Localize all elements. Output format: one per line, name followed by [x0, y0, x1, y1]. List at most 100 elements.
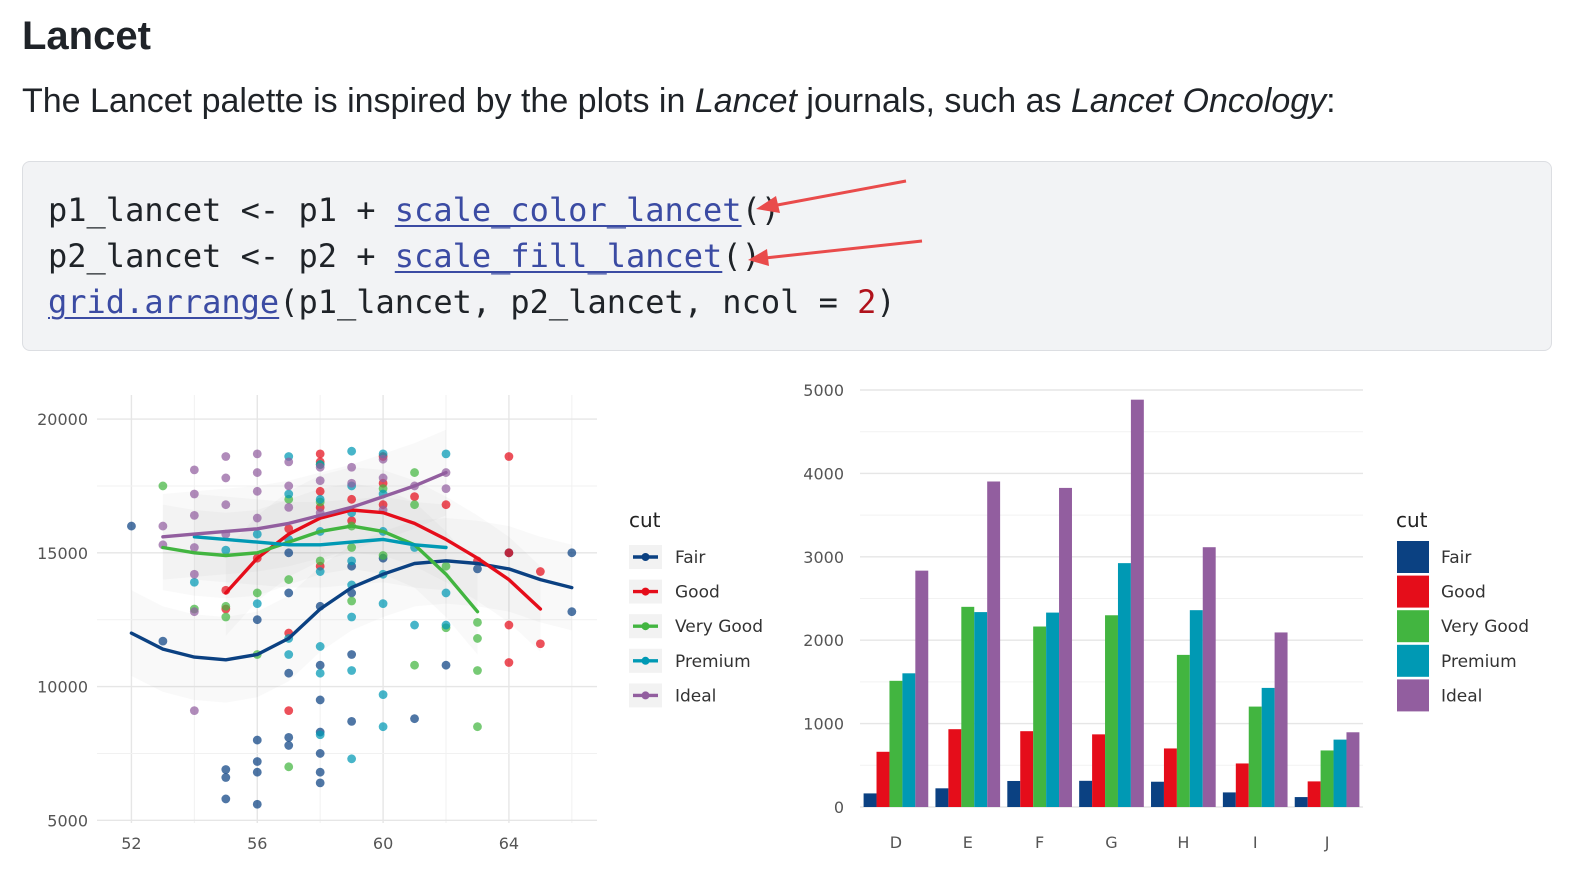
legend-swatch [1397, 541, 1429, 573]
legend-point [641, 587, 650, 596]
bar [1189, 610, 1203, 807]
bar [1235, 763, 1249, 807]
intro-emphasis-lancet-oncology: Lancet Oncology [1070, 82, 1327, 120]
scatter-point [441, 620, 451, 630]
code-line-1: p1_lancet <- p1 + scale_color_lancet() [48, 190, 780, 230]
scatter-point [221, 545, 231, 555]
scatter-point [535, 567, 545, 576]
bar [1261, 687, 1275, 807]
scatter-point [441, 500, 451, 510]
scatter-point [252, 735, 262, 745]
x-tick-label: 60 [373, 834, 393, 853]
bar [902, 673, 916, 807]
smooth-line [161, 524, 480, 614]
scatter-point [315, 486, 325, 496]
smooth-line [192, 535, 448, 550]
legend-swatch [1397, 679, 1429, 712]
scatter-point [315, 462, 325, 472]
scatter-point [378, 454, 388, 464]
bar [1176, 654, 1190, 807]
bar [948, 729, 962, 807]
scatter-point [441, 561, 451, 571]
scatter-point [284, 588, 294, 598]
intro-text-start: The Lancet palette is inspired by the pl… [22, 82, 695, 120]
x-tick-label: 56 [247, 834, 267, 853]
scatter-point [410, 492, 419, 502]
scatter-point [567, 607, 577, 617]
legend-title: cut [1396, 508, 1428, 532]
scatter-point [284, 650, 294, 659]
code-text: ) [876, 283, 896, 321]
scatter-point [473, 722, 482, 732]
smooth-line [129, 559, 574, 662]
scatter-point [189, 607, 199, 617]
bar [1117, 563, 1131, 807]
bar [1202, 547, 1216, 807]
bar [1346, 732, 1360, 807]
legend-label: Very Good [675, 617, 763, 637]
scatter-point [189, 706, 199, 716]
x-tick-label: 52 [121, 834, 141, 853]
code-text: p2_lancet <- p2 + [48, 237, 395, 275]
scatter-point [284, 524, 294, 534]
scatter-point [378, 722, 388, 732]
scatter-point [410, 714, 419, 724]
bar [1307, 781, 1321, 807]
scatter-point [410, 660, 419, 670]
scatter-point [315, 730, 325, 740]
legend-point [641, 622, 650, 631]
y-tick-label: 5000 [803, 381, 844, 400]
x-tick-label: G [1105, 833, 1117, 852]
scatter-point [315, 556, 325, 566]
legend-label: Very Good [1441, 617, 1529, 637]
scatter-point [158, 521, 168, 531]
bar [1007, 780, 1021, 807]
scatter-point [347, 754, 357, 764]
scatter-point [410, 620, 419, 630]
scatter-point [315, 668, 325, 678]
code-number: 2 [857, 283, 877, 321]
scatter-point [284, 481, 294, 491]
bar [1294, 797, 1308, 807]
bar [1092, 734, 1106, 807]
scatter-point [189, 569, 199, 579]
scatter-point [441, 484, 451, 494]
scatter-point [189, 465, 199, 475]
code-line-3: grid.arrange(p1_lancet, p2_lancet, ncol … [48, 282, 896, 322]
scatter-point [504, 548, 514, 558]
scatter-point [252, 599, 262, 609]
scatter-point [535, 639, 545, 649]
scatter-point [221, 773, 231, 782]
scatter-point [284, 762, 294, 772]
scatter-point [221, 794, 231, 804]
legend-label: Good [675, 583, 720, 603]
scale-color-lancet-link[interactable]: scale_color_lancet [394, 191, 742, 229]
scale-fill-lancet-link[interactable]: scale_fill_lancet [394, 237, 723, 275]
intro-text-end: : [1326, 82, 1336, 120]
scatter-point [252, 767, 262, 777]
bar [1033, 626, 1047, 807]
smooth-line [224, 508, 543, 611]
scatter-point [252, 799, 262, 809]
bar [987, 481, 1001, 807]
scatter-point [221, 612, 231, 622]
scatter-point [189, 510, 199, 520]
scatter-point [473, 617, 482, 627]
bar [863, 793, 877, 807]
x-tick-label: E [963, 833, 973, 852]
legend-label: Premium [1441, 652, 1517, 672]
scatter-point [347, 612, 357, 622]
scatter-point [284, 457, 294, 467]
scatter-point [315, 494, 325, 504]
y-tick-label: 3000 [803, 548, 844, 567]
legend-label: Good [1441, 583, 1486, 603]
scatter-point [378, 473, 388, 483]
scatter-point [315, 567, 325, 576]
scatter-point [252, 529, 262, 539]
scatter-point [284, 733, 294, 742]
y-tick-label: 1000 [803, 715, 844, 734]
bar [1151, 781, 1164, 807]
scatter-point [284, 706, 294, 716]
grid-arrange-link[interactable]: grid.arrange [48, 283, 280, 321]
